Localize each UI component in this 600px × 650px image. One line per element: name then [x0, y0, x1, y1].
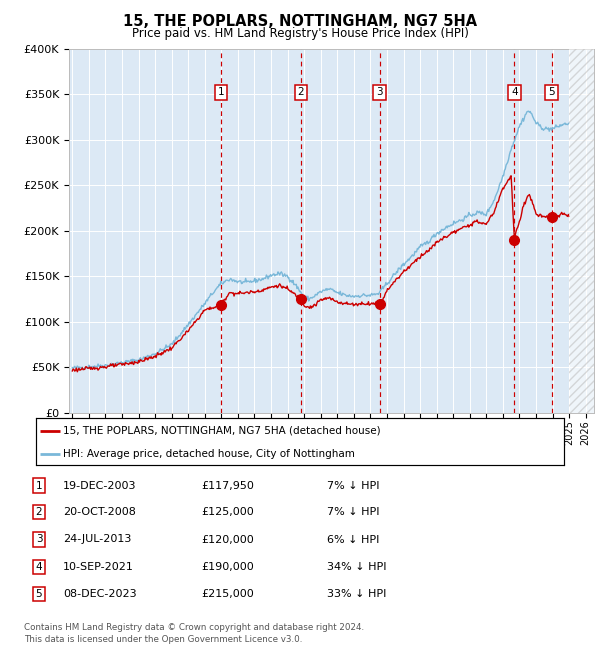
Text: 4: 4: [511, 88, 518, 97]
Text: HPI: Average price, detached house, City of Nottingham: HPI: Average price, detached house, City…: [64, 449, 355, 460]
Text: 33% ↓ HPI: 33% ↓ HPI: [327, 589, 386, 599]
Text: 6% ↓ HPI: 6% ↓ HPI: [327, 534, 379, 545]
Text: 3: 3: [376, 88, 383, 97]
Text: 34% ↓ HPI: 34% ↓ HPI: [327, 562, 386, 572]
Text: 1: 1: [217, 88, 224, 97]
Text: £120,000: £120,000: [201, 534, 254, 545]
Text: Contains HM Land Registry data © Crown copyright and database right 2024.: Contains HM Land Registry data © Crown c…: [24, 623, 364, 632]
Text: 19-DEC-2003: 19-DEC-2003: [63, 480, 137, 491]
Text: 10-SEP-2021: 10-SEP-2021: [63, 562, 134, 572]
Text: 1: 1: [35, 480, 43, 491]
Text: 3: 3: [35, 534, 43, 545]
Text: 5: 5: [548, 88, 555, 97]
Text: 15, THE POPLARS, NOTTINGHAM, NG7 5HA (detached house): 15, THE POPLARS, NOTTINGHAM, NG7 5HA (de…: [64, 426, 381, 436]
Text: £190,000: £190,000: [201, 562, 254, 572]
Text: 24-JUL-2013: 24-JUL-2013: [63, 534, 131, 545]
Text: 20-OCT-2008: 20-OCT-2008: [63, 507, 136, 517]
Text: 7% ↓ HPI: 7% ↓ HPI: [327, 507, 380, 517]
Bar: [569, 49, 594, 413]
Text: £117,950: £117,950: [201, 480, 254, 491]
Text: £125,000: £125,000: [201, 507, 254, 517]
Text: 7% ↓ HPI: 7% ↓ HPI: [327, 480, 380, 491]
Text: This data is licensed under the Open Government Licence v3.0.: This data is licensed under the Open Gov…: [24, 634, 302, 644]
Text: 2: 2: [35, 507, 43, 517]
Text: 5: 5: [35, 589, 43, 599]
Text: 2: 2: [298, 88, 304, 97]
Text: 4: 4: [35, 562, 43, 572]
Text: 15, THE POPLARS, NOTTINGHAM, NG7 5HA: 15, THE POPLARS, NOTTINGHAM, NG7 5HA: [123, 14, 477, 29]
Text: 08-DEC-2023: 08-DEC-2023: [63, 589, 137, 599]
Text: £215,000: £215,000: [201, 589, 254, 599]
Text: Price paid vs. HM Land Registry's House Price Index (HPI): Price paid vs. HM Land Registry's House …: [131, 27, 469, 40]
